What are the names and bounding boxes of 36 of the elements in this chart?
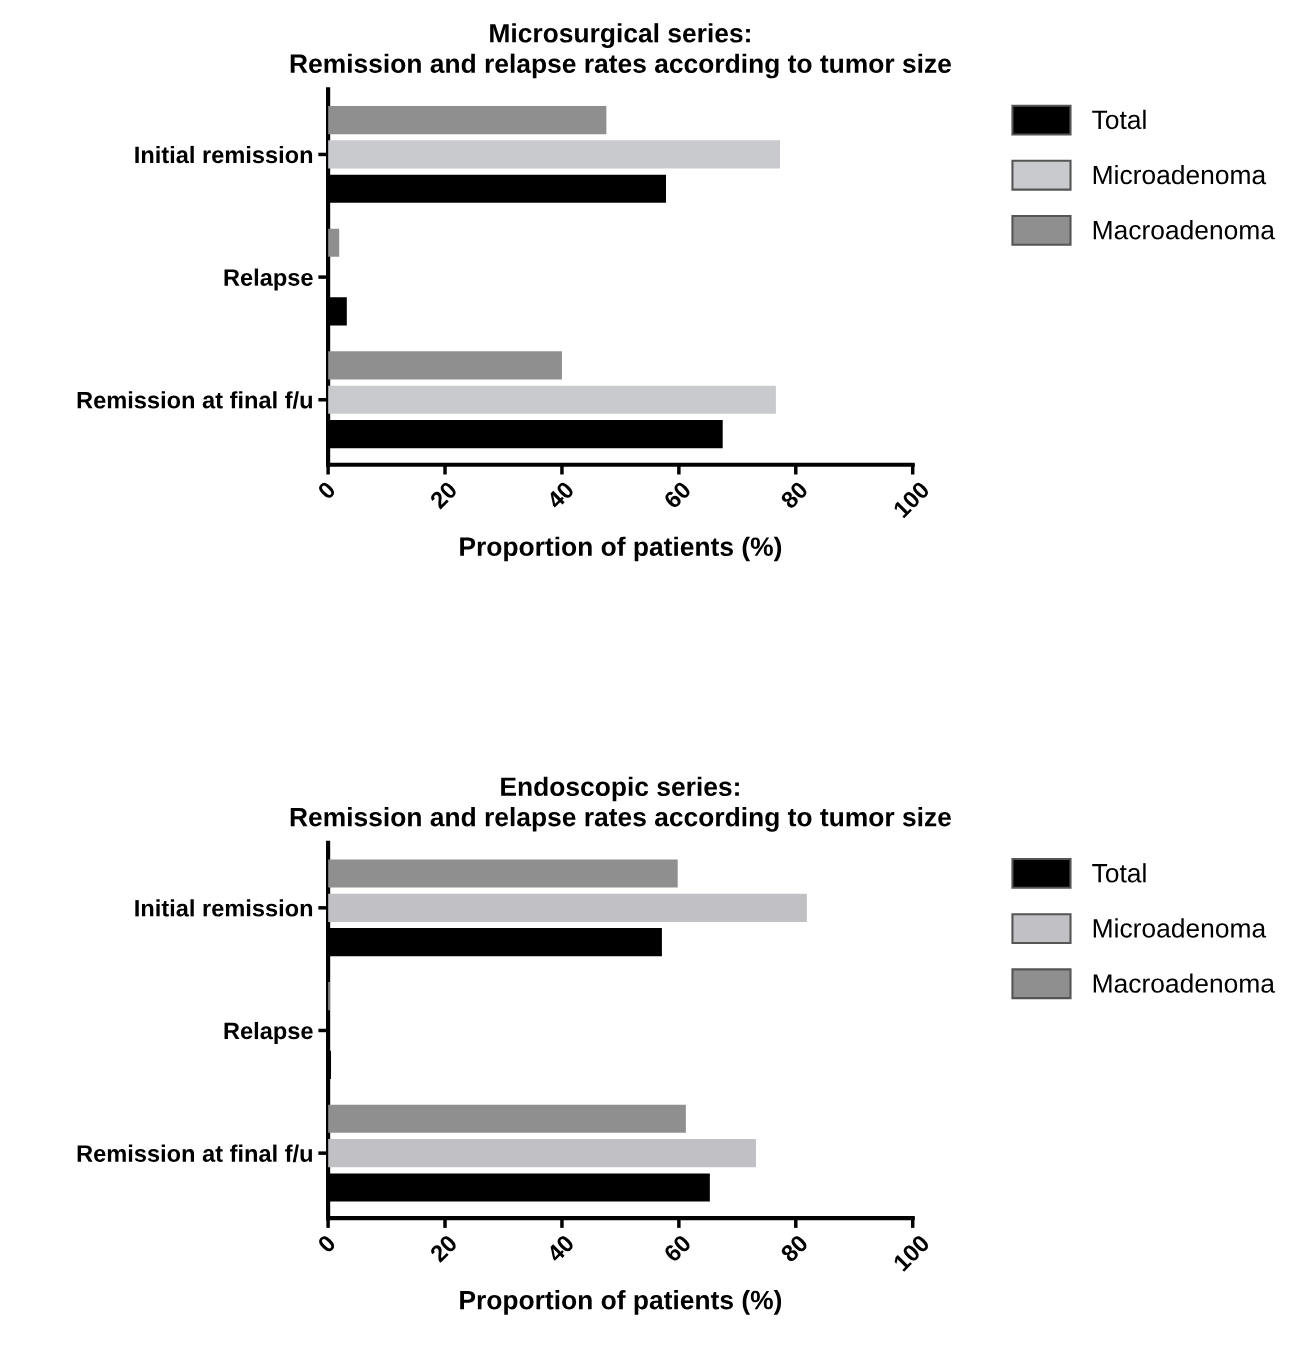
bar: [328, 893, 807, 922]
x-tick-label: 60: [662, 480, 692, 510]
bar: [328, 385, 776, 414]
bar: [328, 1139, 757, 1168]
x-tick-label: 80: [779, 480, 809, 510]
x-tick-label: 80: [779, 1233, 809, 1264]
x-tick-label: 40: [545, 480, 576, 510]
x-tick-label: 0: [316, 480, 337, 501]
legend-label: Macroadenoma: [1093, 973, 1275, 993]
bar: [328, 1104, 686, 1133]
bar: [328, 106, 607, 135]
legend-label: Microadenoma: [1093, 918, 1267, 938]
x-axis-title: Proportion of patients (%): [460, 536, 782, 562]
x-tick-label: 60: [662, 1233, 692, 1263]
x-tick-label: 100: [892, 480, 931, 519]
x-tick-label: 20: [428, 480, 459, 510]
y-tick-label: Relapse: [224, 268, 313, 291]
x-tick-label: 20: [428, 1233, 459, 1263]
legend-label: Macroadenoma: [1093, 220, 1275, 240]
y-tick-label: Initial remission: [135, 145, 313, 164]
y-tick-label: Relapse: [224, 1021, 313, 1044]
chart-title: Endoscopic series: Remission and relapse rates according to tumor size: [290, 776, 951, 832]
bar: [328, 140, 780, 169]
chart-title: Microsurgical series: Remission and relapse rates according to tumor size: [290, 23, 951, 79]
y-tick-label: Initial remission: [135, 899, 313, 917]
x-tick-label: 100: [892, 1233, 931, 1272]
bar: [328, 351, 562, 380]
y-tick-label: Remission at final f/u: [77, 1144, 312, 1163]
x-tick-label: 0: [316, 1233, 337, 1254]
y-tick-label: Remission at final f/u: [77, 391, 312, 409]
x-tick-label: 40: [545, 1233, 576, 1264]
legend-label: Total: [1092, 863, 1146, 883]
legend-label: Total: [1092, 109, 1146, 130]
x-axis-title: Proportion of patients (%): [460, 1290, 782, 1315]
bar: [328, 859, 678, 888]
legend-label: Microadenoma: [1093, 164, 1267, 185]
